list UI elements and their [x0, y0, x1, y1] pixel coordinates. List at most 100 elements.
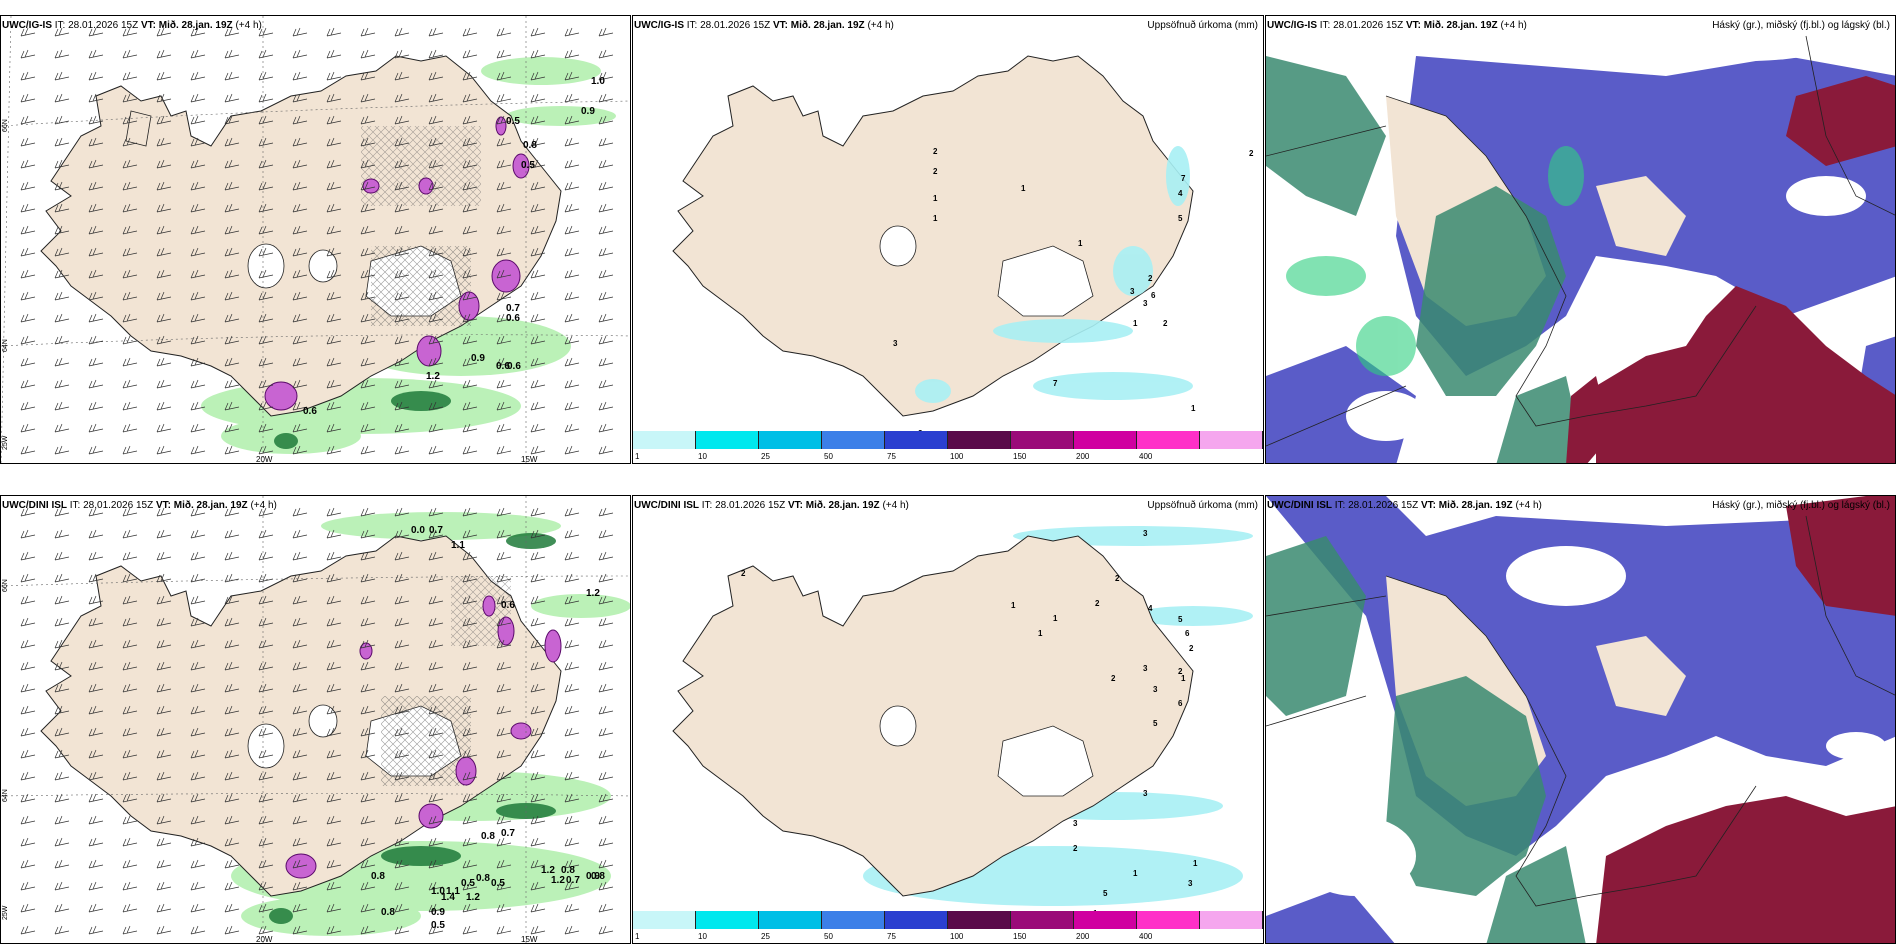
wind-barb: [54, 507, 70, 517]
wind-barb: [224, 661, 240, 671]
cloud-map-panel[interactable]: [1265, 15, 1896, 464]
wind-barb: [224, 203, 240, 213]
wind-barb: [530, 335, 546, 345]
wind-barb: [360, 793, 376, 803]
wind-barb: [394, 401, 410, 411]
wind-barb: [598, 357, 614, 367]
wind-barb: [122, 815, 138, 825]
wind-map-svg: 1.00.90.50.80.50.70.60.90.60.61.20.6 20W…: [1, 16, 630, 464]
wind-barb: [428, 379, 444, 389]
wind-barb: [598, 247, 614, 257]
wind-barb: [360, 683, 376, 693]
wind-barb: [258, 379, 274, 389]
wind-barb: [530, 727, 546, 737]
wind-barb: [462, 401, 478, 411]
wind-barb: [224, 595, 240, 605]
wind-barb: [530, 291, 546, 301]
wind-barb: [326, 379, 342, 389]
value-label: 0.5: [461, 878, 475, 889]
wind-barb: [292, 727, 308, 737]
colorbar-tick-label: 100: [950, 452, 964, 461]
wind-barb: [462, 859, 478, 869]
wind-barb: [462, 137, 478, 147]
value-label: 0.8: [371, 871, 385, 882]
wind-barb: [394, 115, 410, 125]
wind-barb: [326, 225, 342, 235]
wind-barb: [530, 595, 546, 605]
value-label: 0.8: [476, 873, 490, 884]
wind-barb: [88, 551, 104, 561]
colorbar-tick-label: 1: [635, 932, 640, 941]
wind-barb: [88, 247, 104, 257]
wind-barb: [564, 793, 580, 803]
wind-barb: [122, 335, 138, 345]
wind-barb: [88, 137, 104, 147]
wind-barb: [54, 595, 70, 605]
wind-barb: [394, 27, 410, 37]
wind-barb: [462, 181, 478, 191]
value-label: 1: [1021, 184, 1026, 193]
lon-label-15w: 15W: [521, 455, 538, 464]
wind-barb: [224, 115, 240, 125]
colorbar-tick-label: 200: [1076, 452, 1090, 461]
wind-barb: [394, 71, 410, 81]
wind-barb: [122, 137, 138, 147]
wind-barb: [598, 573, 614, 583]
wind-barb: [462, 357, 478, 367]
cloud-map-panel[interactable]: [1265, 495, 1896, 944]
value-label: 2: [933, 147, 938, 156]
value-label: 0.9: [586, 871, 600, 882]
wind-barb: [564, 159, 580, 169]
wind-barb: [530, 137, 546, 147]
wind-barb: [20, 705, 36, 715]
wind-barb: [258, 903, 274, 913]
wind-barb: [462, 815, 478, 825]
wind-barb: [292, 159, 308, 169]
wind-barb: [224, 291, 240, 301]
wind-barb: [360, 379, 376, 389]
wind-barb: [462, 291, 478, 301]
model-name: UWC/DINI ISL: [634, 500, 699, 511]
wind-barb: [428, 71, 444, 81]
colorbar-tick-label: 150: [1013, 932, 1027, 941]
wind-barbs: [20, 507, 614, 935]
wind-barb: [88, 925, 104, 935]
wind-barb: [598, 507, 614, 517]
wind-barb: [224, 137, 240, 147]
wind-barb: [190, 793, 206, 803]
wind-barb: [224, 379, 240, 389]
wind-map-panel[interactable]: 0.0 0.7 1.1 1.2 0.6 0.8 0.7 0.8 0.8 0.5 0.5 1.1 1.0 1…: [0, 495, 631, 944]
value-label: 0.6: [303, 406, 317, 417]
wind-barb: [394, 225, 410, 235]
wind-barb: [360, 925, 376, 935]
precip-map-panel[interactable]: 22211117453326123713 1102550751001502004…: [632, 15, 1264, 464]
low-cloud-areas: [1566, 76, 1895, 463]
wind-barb: [224, 551, 240, 561]
wind-barb: [326, 357, 342, 367]
wind-barb: [564, 749, 580, 759]
valid-time: Mið. 28.jan. 19Z: [1438, 500, 1513, 511]
wind-barb: [428, 27, 444, 37]
wind-barb: [564, 401, 580, 411]
wind-barb: [428, 225, 444, 235]
wind-barb: [496, 181, 512, 191]
wind-barb: [360, 93, 376, 103]
wind-barb: [258, 313, 274, 323]
value-label: 0.9: [471, 353, 485, 364]
wind-map-panel[interactable]: 1.0 0.9 0.5 0.8 0.5 0.7 0.6 0.9 0.6 0.6 1.2 0.6 20W…: [0, 15, 631, 464]
wind-barb: [496, 401, 512, 411]
wind-barb: [326, 815, 342, 825]
value-label: 0.6: [507, 361, 521, 372]
wind-barb: [394, 247, 410, 257]
wind-barb: [360, 903, 376, 913]
wind-barb: [292, 27, 308, 37]
green-edge-bands: [1286, 146, 1584, 376]
wind-barb: [292, 225, 308, 235]
wind-barb: [360, 247, 376, 257]
cloud-map-svg: [1266, 16, 1895, 463]
wind-barb: [326, 71, 342, 81]
wind-barb: [530, 529, 546, 539]
wind-barb: [122, 115, 138, 125]
wind-barb: [224, 859, 240, 869]
